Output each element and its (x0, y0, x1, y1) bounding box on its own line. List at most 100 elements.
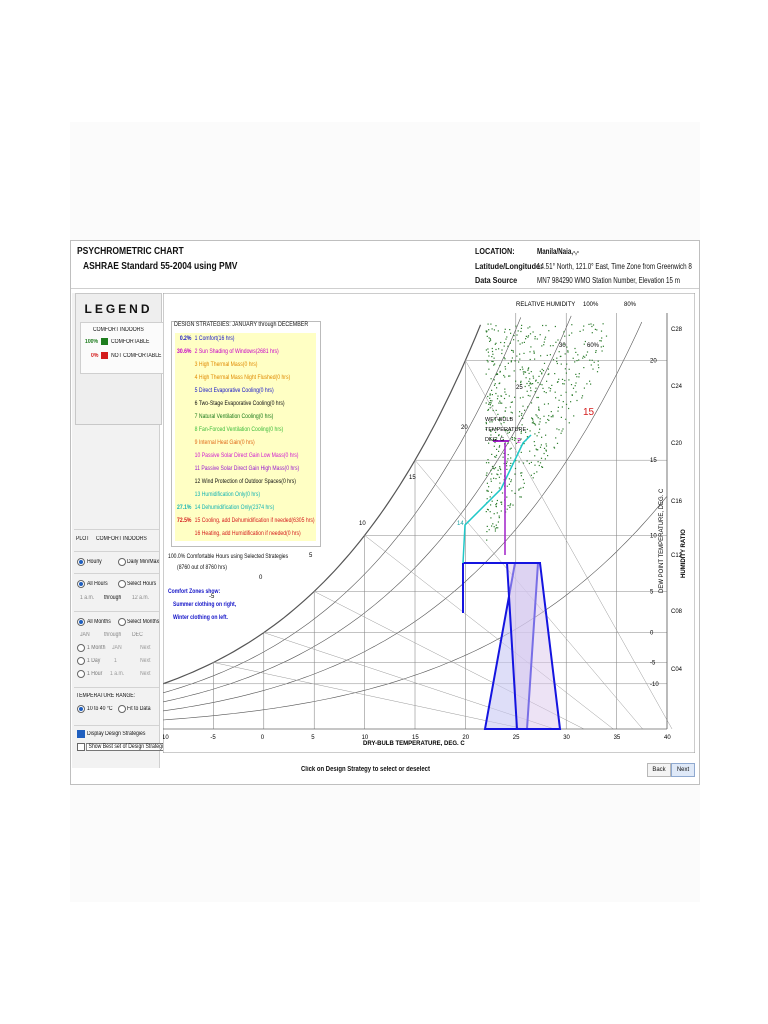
hourly-radio[interactable] (77, 558, 85, 566)
strategy-item[interactable]: 72.5% 15 Cooling, add Dehumidification if… (175, 517, 315, 524)
strategy-item[interactable]: 9 Internal Heat Gain(0 hrs) (175, 439, 291, 446)
strategy-item[interactable]: 16 Heating, add Humidification if needed… (175, 530, 301, 537)
weather-point (560, 394, 562, 396)
all-months-radio[interactable] (77, 618, 85, 626)
weather-point (530, 371, 532, 373)
weather-point (578, 359, 580, 361)
weather-point (511, 357, 513, 359)
weather-point (547, 368, 549, 370)
weather-point (541, 466, 544, 468)
weather-point (501, 501, 503, 503)
strategy-item[interactable]: 7 Natural Ventilation Cooling(0 hrs) (175, 413, 291, 420)
one-hour-radio[interactable] (77, 670, 85, 678)
weather-point (543, 447, 546, 449)
weather-point (493, 477, 495, 479)
select-hours-radio[interactable] (118, 580, 126, 588)
weather-point (491, 428, 494, 430)
one-day-next[interactable]: Next (140, 658, 151, 664)
weather-point (489, 400, 492, 402)
strategy-item[interactable]: 8 Fan-Forced Ventilation Cooling(0 hrs) (175, 426, 291, 433)
one-month-next[interactable]: Next (140, 645, 151, 651)
strategy-item[interactable]: 3 High Thermal Mass(0 hrs) (175, 361, 291, 368)
one-hour-label: 1 Hour (87, 671, 103, 677)
all-hours-radio[interactable] (77, 580, 85, 588)
weather-point (487, 459, 489, 461)
humidity-tick-label: C08 (671, 609, 683, 615)
show-best-checkbox[interactable] (77, 743, 85, 751)
strategy-item[interactable]: 30.6% 2 Sun Shading of Windows(2681 hrs) (175, 348, 291, 355)
weather-point (576, 360, 578, 362)
strategy-item[interactable]: 0.2% 1 Comfort(16 hrs) (175, 335, 291, 342)
plot-select[interactable]: PLOT COMFORT INDOORS (74, 529, 159, 548)
next-button[interactable]: Next (671, 763, 695, 777)
weather-point (513, 439, 516, 441)
weather-point (530, 390, 532, 392)
weather-point (583, 367, 585, 369)
show-best-button[interactable]: Show Best set of Design Strategies (86, 743, 172, 751)
month-to[interactable]: DEC (132, 632, 143, 638)
dehumidification-zone[interactable] (462, 434, 532, 564)
weather-point (498, 450, 500, 452)
one-hour-next[interactable]: Next (140, 671, 151, 677)
temp-range-b-radio[interactable] (118, 705, 126, 713)
x-tick-label: 10 (362, 735, 369, 741)
strategy-item[interactable]: 27.1% 14 Dehumidification Only(2374 hrs) (175, 504, 291, 511)
weather-point (529, 383, 531, 385)
daily-radio[interactable] (118, 558, 126, 566)
hours-group: All Hours Select Hours 1 a.m. through 12… (74, 573, 159, 608)
weather-point (503, 342, 506, 344)
weather-point (495, 392, 497, 395)
weather-point (512, 350, 514, 352)
weather-point (585, 354, 587, 356)
strategy-item[interactable]: 4 High Thermal Mass Night Flushed(0 hrs) (175, 374, 291, 381)
weather-point (530, 461, 532, 463)
strategy-item[interactable]: 12 Wind Protection of Outdoor Spaces(0 h… (175, 478, 296, 485)
one-day-value[interactable]: 1 (114, 658, 117, 664)
weather-point (539, 418, 541, 420)
month-from[interactable]: JAN (80, 632, 90, 638)
weather-point (527, 368, 529, 370)
weather-point (522, 405, 524, 407)
weather-point (485, 428, 487, 430)
weather-point (531, 417, 533, 419)
strategy-item[interactable]: 10 Passive Solar Direct Gain Low Mass(0 … (175, 452, 299, 459)
select-months-radio[interactable] (118, 618, 126, 626)
weather-point (518, 415, 520, 417)
weather-point (507, 362, 509, 364)
one-month-radio[interactable] (77, 644, 85, 652)
weather-point (532, 421, 534, 423)
strategy-item[interactable]: 11 Passive Solar Direct Gain High Mass(0… (175, 465, 300, 472)
strategy-item[interactable]: 13 Humidification Only(0 hrs) (175, 491, 291, 498)
temp-range-a-radio[interactable] (77, 705, 85, 713)
weather-point (504, 366, 506, 368)
weather-point (521, 324, 523, 326)
weather-point (517, 340, 519, 342)
weather-point (535, 387, 537, 389)
weather-point (495, 342, 497, 344)
dew-tick-label: 15 (650, 458, 657, 464)
weather-point (490, 504, 492, 506)
strategy-item[interactable]: 5 Direct Evaporative Cooling(0 hrs) (175, 387, 291, 394)
weather-point (488, 486, 490, 488)
months-group: All Months Select Months JAN through DEC… (74, 611, 159, 684)
comfort-note-2: Summer clothing on right, (173, 601, 237, 608)
weather-point (491, 421, 493, 423)
hour-to[interactable]: 12 a.m. (132, 595, 150, 601)
one-month-value[interactable]: JAN (112, 645, 122, 651)
one-hour-value[interactable]: 1 a.m. (110, 671, 125, 677)
weather-point (529, 358, 531, 361)
weather-point (565, 391, 567, 393)
weather-point (510, 332, 512, 334)
strategy-label: 5 Direct Evaporative Cooling(0 hrs) (194, 387, 274, 394)
display-strategies-checkbox[interactable] (77, 730, 85, 738)
weather-point (491, 473, 493, 475)
strategy-label: 11 Passive Solar Direct Gain High Mass(0… (194, 465, 300, 472)
hour-from[interactable]: 1 a.m. (80, 595, 95, 601)
weather-point (558, 429, 560, 431)
weather-point (527, 336, 529, 338)
weather-point (500, 395, 503, 397)
strategy-item[interactable]: 6 Two-Stage Evaporative Cooling(0 hrs) (175, 400, 291, 407)
weather-point (506, 461, 508, 463)
one-day-radio[interactable] (77, 657, 85, 665)
back-button[interactable]: Back (647, 763, 671, 777)
